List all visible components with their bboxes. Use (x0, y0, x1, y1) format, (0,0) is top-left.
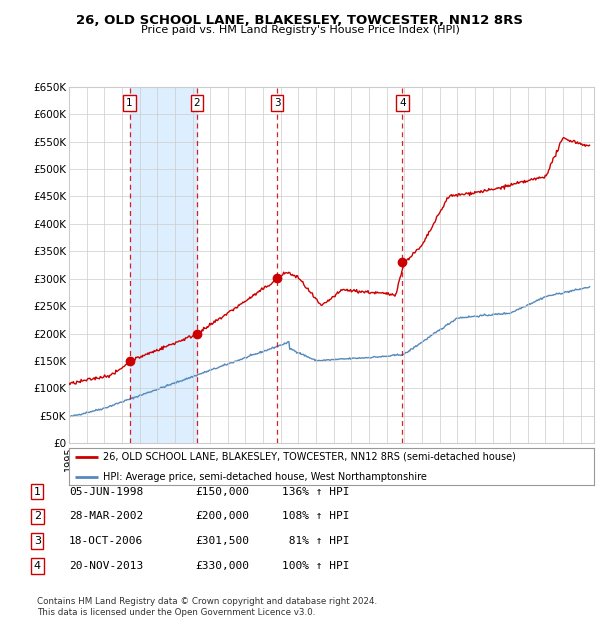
Text: 2: 2 (193, 98, 200, 108)
Text: Contains HM Land Registry data © Crown copyright and database right 2024.
This d: Contains HM Land Registry data © Crown c… (37, 598, 377, 617)
Text: 3: 3 (34, 536, 41, 546)
Text: 3: 3 (274, 98, 281, 108)
Text: 108% ↑ HPI: 108% ↑ HPI (282, 512, 349, 521)
Text: 1: 1 (126, 98, 133, 108)
Text: HPI: Average price, semi-detached house, West Northamptonshire: HPI: Average price, semi-detached house,… (103, 472, 427, 482)
Text: 4: 4 (34, 561, 41, 571)
Text: 1: 1 (34, 487, 41, 497)
Bar (130, 87, 197, 443)
Text: £330,000: £330,000 (195, 561, 249, 571)
Text: £150,000: £150,000 (195, 487, 249, 497)
Text: 05-JUN-1998: 05-JUN-1998 (69, 487, 143, 497)
Text: £301,500: £301,500 (195, 536, 249, 546)
Text: 100% ↑ HPI: 100% ↑ HPI (282, 561, 349, 571)
Text: £200,000: £200,000 (195, 512, 249, 521)
Text: Price paid vs. HM Land Registry's House Price Index (HPI): Price paid vs. HM Land Registry's House … (140, 25, 460, 35)
Text: 26, OLD SCHOOL LANE, BLAKESLEY, TOWCESTER, NN12 8RS (semi-detached house): 26, OLD SCHOOL LANE, BLAKESLEY, TOWCESTE… (103, 452, 516, 462)
Text: 26, OLD SCHOOL LANE, BLAKESLEY, TOWCESTER, NN12 8RS: 26, OLD SCHOOL LANE, BLAKESLEY, TOWCESTE… (77, 14, 523, 27)
Text: 81% ↑ HPI: 81% ↑ HPI (282, 536, 349, 546)
Text: 20-NOV-2013: 20-NOV-2013 (69, 561, 143, 571)
Text: 4: 4 (399, 98, 406, 108)
Text: 28-MAR-2002: 28-MAR-2002 (69, 512, 143, 521)
Text: 18-OCT-2006: 18-OCT-2006 (69, 536, 143, 546)
Text: 2: 2 (34, 512, 41, 521)
Text: 136% ↑ HPI: 136% ↑ HPI (282, 487, 349, 497)
